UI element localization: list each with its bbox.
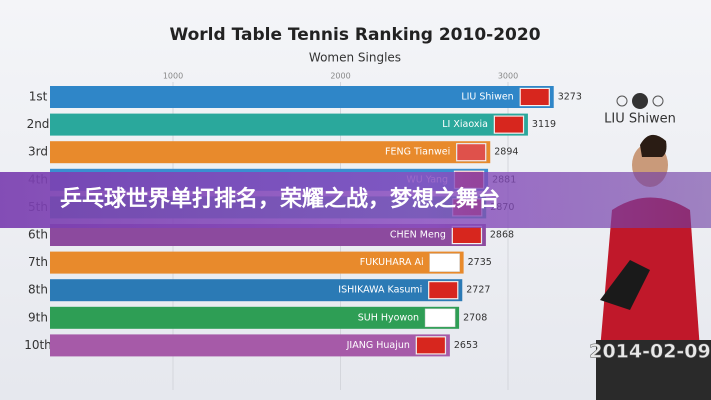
rank-label: 10th [24,338,52,352]
x-tick-label: 1000 [163,72,183,81]
banner-text: 乒乓球世界单打排名，荣耀之战，梦想之舞台 [60,186,500,212]
rank-label: 6th [28,228,48,242]
flag-field [457,144,486,161]
featured-player: LIU Shiwen [604,112,676,127]
flag-field [430,254,459,271]
flag-field [429,282,458,299]
bar [50,306,460,329]
flag-field [520,89,549,105]
value-label: 2735 [468,257,492,268]
rank-label: 8th [28,283,48,297]
date-label: 2014-02-09 [589,341,711,363]
value-label: 3273 [558,92,582,103]
x-tick-label: 3000 [498,72,518,81]
value-label: 2653 [454,340,478,351]
flag-field [452,227,481,243]
bar [50,279,463,302]
flag-field [494,116,523,133]
bar [50,251,464,274]
player-name: JIANG Huajun [346,340,410,351]
chart-title: World Table Tennis Ranking 2010-2020 [169,25,540,45]
value-label: 2708 [463,312,487,323]
rank-label: 3rd [28,145,48,159]
player-name: FENG Tianwei [385,147,450,158]
value-label: 2868 [490,230,514,241]
rank-label: 9th [28,310,48,324]
player-name: ISHIKAWA Kasumi [338,285,422,296]
bar [50,224,486,246]
player-name: FUKUHARA Ai [360,257,424,268]
value-label: 2894 [494,147,518,158]
player-name: LI Xiaoxia [442,119,488,130]
bar [50,141,491,164]
flag-field [426,309,455,326]
bar [50,113,528,136]
banner-band [0,172,711,228]
rank-label: 1st [29,90,48,104]
player-name: LIU Shiwen [461,92,513,103]
flag-field [416,337,445,354]
player-name: CHEN Meng [390,230,446,241]
value-label: 2727 [466,285,490,296]
rank-label: 7th [28,255,48,269]
rank-label: 2nd [27,117,50,131]
featured-badge [616,93,664,109]
chart-subtitle: Women Singles [309,51,401,65]
bar [50,86,554,108]
x-tick-label: 2000 [330,72,350,81]
value-label: 3119 [532,119,556,130]
player-name: SUH Hyowon [358,312,419,323]
bar [50,334,450,357]
